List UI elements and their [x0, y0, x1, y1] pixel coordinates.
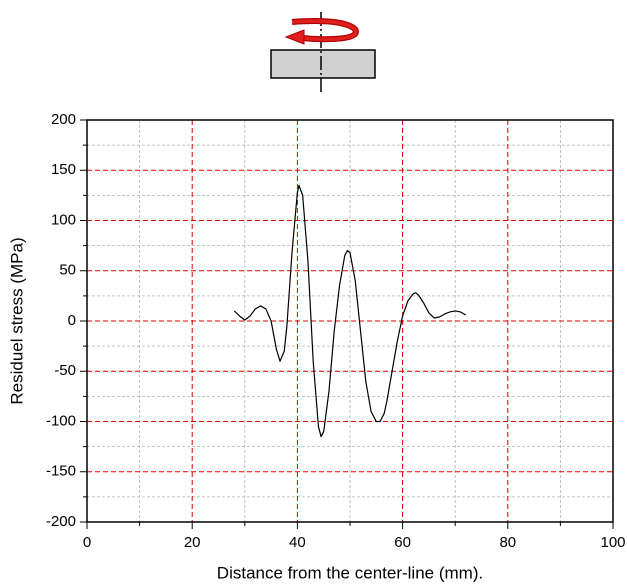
x-tick-label: 40 — [289, 534, 306, 551]
y-tick-label: -100 — [46, 412, 76, 429]
x-tick-label: 60 — [394, 534, 411, 551]
x-tick-label: 20 — [184, 534, 201, 551]
x-axis-title: Distance from the center-line (mm). — [217, 563, 483, 582]
y-tick-label: 150 — [51, 161, 76, 178]
y-axis-title: Residuel stress (MPa) — [7, 237, 26, 404]
data-line — [233, 184, 467, 438]
y-tick-label: 0 — [68, 312, 76, 329]
x-tick-label: 80 — [499, 534, 516, 551]
y-tick-label: 50 — [59, 262, 76, 279]
tool-icon — [270, 12, 376, 94]
y-tick-label: -150 — [46, 463, 76, 480]
y-tick-label: -200 — [46, 513, 76, 530]
x-tick-label: 0 — [83, 534, 91, 551]
y-tick-label: 200 — [51, 111, 76, 128]
plot-frame — [86, 119, 614, 523]
y-tick-label: 100 — [51, 211, 76, 228]
y-tick-label: -50 — [54, 362, 76, 379]
x-tick-label: 100 — [600, 534, 625, 551]
